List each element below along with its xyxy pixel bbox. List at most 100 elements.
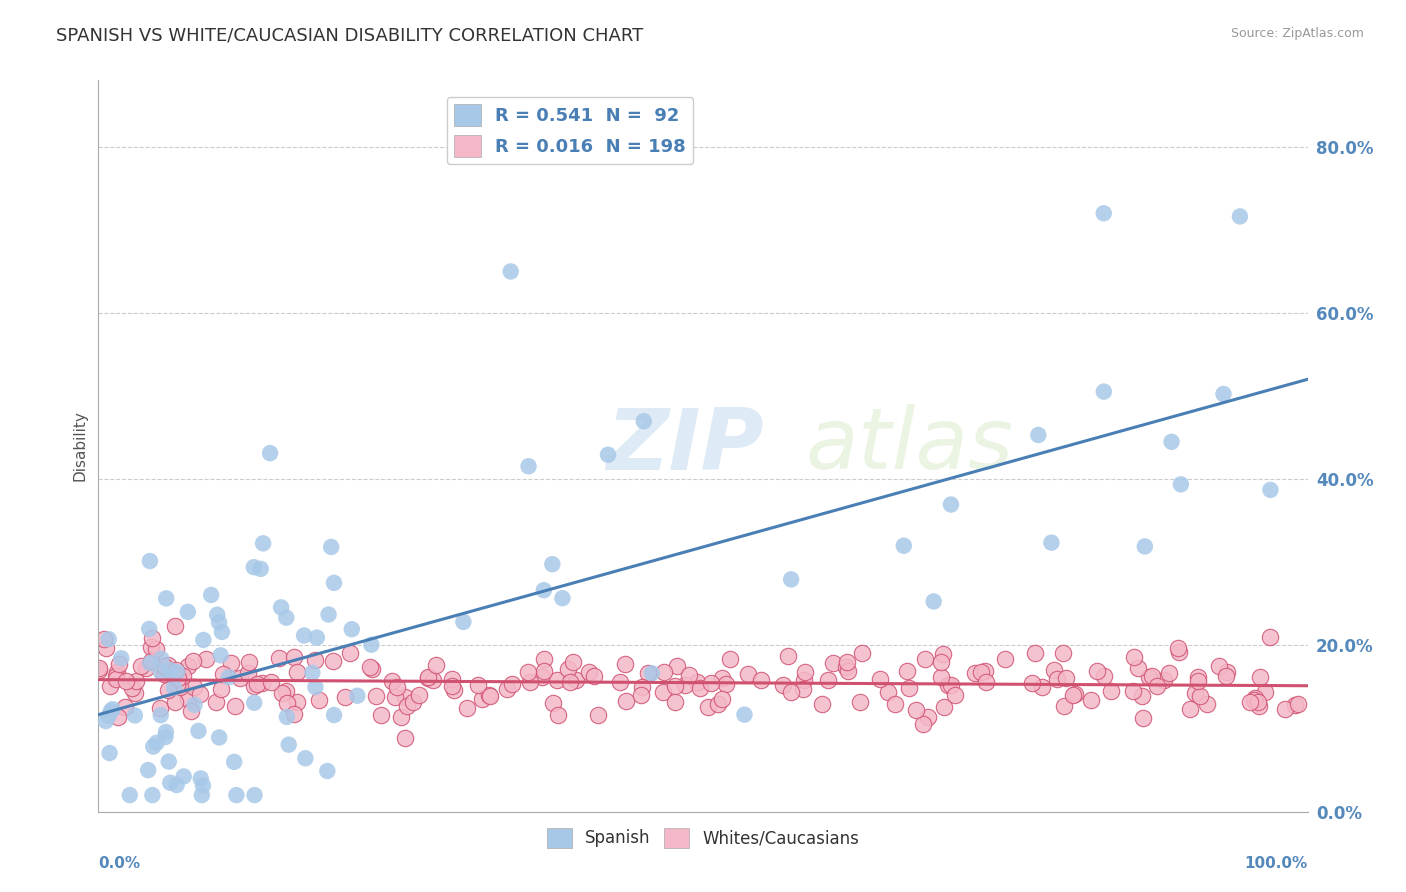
Point [346,689,368,703]
Point [1170,477,1192,491]
Point [1212,387,1234,401]
Point [1153,673,1175,687]
Point [387,680,409,694]
Point [105,669,128,683]
Point [163,695,186,709]
Text: 0.0%: 0.0% [98,856,141,871]
Point [517,665,540,679]
Point [165,663,187,677]
Point [283,706,305,721]
Point [443,682,465,697]
Point [183,698,205,712]
Point [1208,658,1230,673]
Point [208,731,231,745]
Point [1063,687,1085,701]
Point [243,788,266,802]
Point [689,681,711,695]
Point [1260,630,1282,644]
Point [167,671,190,685]
Point [994,652,1017,666]
Point [359,659,381,673]
Point [114,699,136,714]
Point [565,673,588,687]
Point [1042,663,1064,677]
Point [323,708,346,723]
Point [238,665,260,680]
Point [194,652,217,666]
Point [558,675,581,690]
Point [893,539,915,553]
Point [141,654,163,668]
Point [208,615,231,630]
Point [156,683,179,698]
Point [150,665,173,680]
Point [714,677,737,691]
Point [121,681,143,695]
Point [360,638,382,652]
Point [1040,535,1063,549]
Point [931,670,953,684]
Legend: Spanish, Whites/Caucasians: Spanish, Whites/Caucasians [540,821,866,855]
Point [793,673,815,688]
Point [100,704,122,718]
Point [1021,676,1043,690]
Point [105,672,128,686]
Point [914,652,936,666]
Point [177,692,200,706]
Point [276,610,298,624]
Point [361,662,384,676]
Point [322,654,344,668]
Point [633,414,655,428]
Point [898,681,921,695]
Point [1243,693,1265,707]
Point [110,651,132,665]
Point [149,701,172,715]
Point [1092,206,1115,220]
Point [370,708,392,723]
Point [224,755,246,769]
Point [166,778,188,792]
Point [238,656,260,670]
Point [141,631,163,645]
Point [169,680,191,694]
Point [394,690,416,705]
Point [1085,665,1108,679]
Point [141,788,163,802]
Point [974,674,997,689]
Point [250,676,273,690]
Point [139,656,162,670]
Point [166,678,188,692]
Point [614,657,637,671]
Point [780,573,803,587]
Point [159,664,181,678]
Point [218,670,240,684]
Point [153,667,176,681]
Point [97,709,120,723]
Point [316,764,339,778]
Point [533,664,555,678]
Point [107,710,129,724]
Point [94,641,117,656]
Point [1140,669,1163,683]
Point [1092,384,1115,399]
Point [402,695,425,709]
Point [710,692,733,706]
Point [163,681,186,695]
Point [664,695,686,709]
Point [1247,695,1270,709]
Point [776,649,799,664]
Point [499,264,522,278]
Point [188,687,211,701]
Point [283,649,305,664]
Point [456,701,478,715]
Point [1130,689,1153,703]
Point [533,651,555,665]
Point [794,665,817,679]
Text: atlas: atlas [806,404,1014,488]
Point [440,679,463,693]
Point [292,628,315,642]
Point [578,665,600,679]
Point [190,772,212,786]
Point [209,648,232,663]
Point [1215,669,1237,683]
